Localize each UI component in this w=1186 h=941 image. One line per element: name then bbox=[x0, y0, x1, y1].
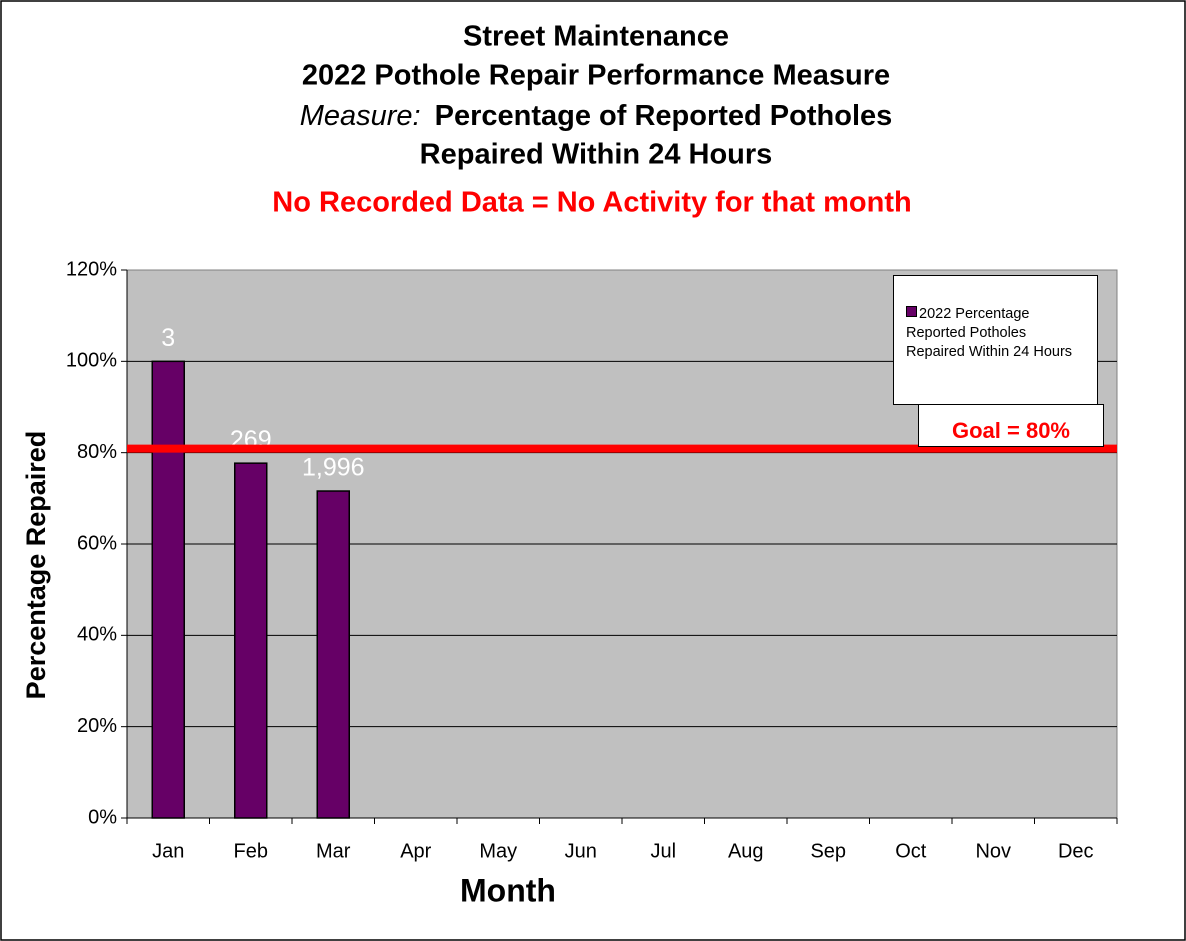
x-tick-label: Jul bbox=[650, 840, 676, 862]
x-tick-label: Nov bbox=[975, 840, 1011, 862]
x-tick-label: Oct bbox=[895, 840, 927, 862]
x-tick-label: Sep bbox=[810, 840, 846, 862]
measure-prefix: Measure: bbox=[300, 100, 421, 132]
bar bbox=[151, 360, 185, 819]
x-tick-label: Jan bbox=[152, 840, 184, 862]
y-tick-label: 0% bbox=[88, 806, 117, 828]
x-tick-label: Mar bbox=[316, 840, 351, 862]
legend-swatch bbox=[906, 306, 917, 317]
title-line: 2022 Pothole Repair Performance Measure bbox=[302, 60, 890, 92]
bar-label: 1,996 bbox=[302, 454, 365, 482]
bar bbox=[234, 462, 268, 819]
subtitle: No Recorded Data = No Activity for that … bbox=[272, 187, 911, 219]
y-tick-label: 100% bbox=[66, 350, 117, 372]
x-tick-label: Jun bbox=[565, 840, 597, 862]
x-tick-label: Aug bbox=[728, 840, 764, 862]
y-tick-label: 80% bbox=[77, 441, 117, 463]
bar bbox=[316, 490, 350, 819]
y-tick-label: 60% bbox=[77, 532, 117, 554]
x-axis-label: Month bbox=[460, 872, 556, 908]
title-line: Repaired Within 24 Hours bbox=[420, 139, 773, 171]
measure-line: Percentage of Reported Potholes bbox=[435, 100, 893, 132]
x-tick-label: May bbox=[479, 840, 517, 862]
y-tick-label: 120% bbox=[66, 258, 117, 280]
y-axis-label: Percentage Repaired bbox=[21, 431, 51, 700]
title-line: Measure: Percentage of Reported Potholes bbox=[300, 100, 893, 132]
x-tick-label: Dec bbox=[1058, 840, 1094, 862]
bar-label: 3 bbox=[161, 324, 175, 352]
x-tick-label: Apr bbox=[400, 840, 431, 862]
legend: 2022 Percentage Reported Potholes Repair… bbox=[893, 275, 1098, 405]
x-tick-label: Feb bbox=[234, 840, 268, 862]
y-tick-label: 40% bbox=[77, 624, 117, 646]
title: Street Maintenance 2022 Pothole Repair P… bbox=[272, 21, 911, 219]
legend-entry: 2022 Percentage Reported Potholes Repair… bbox=[906, 306, 1073, 360]
title-line: Street Maintenance bbox=[463, 21, 729, 53]
y-tick-label: 20% bbox=[77, 715, 117, 737]
goal-label: Goal = 80% bbox=[918, 404, 1104, 447]
